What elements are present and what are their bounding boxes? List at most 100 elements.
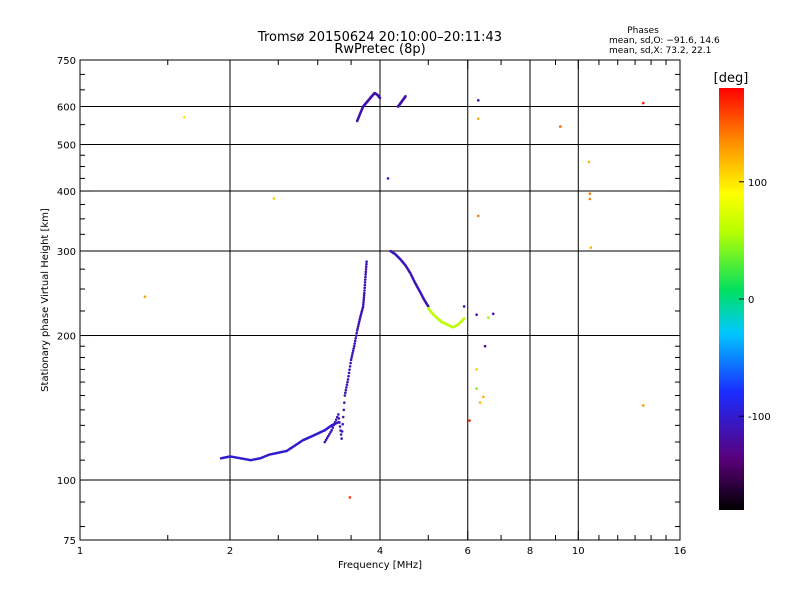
data-point	[386, 177, 390, 180]
y-tick-label: 400	[57, 187, 76, 198]
x-tick-label: 10	[572, 546, 585, 557]
data-point	[487, 316, 490, 319]
data-point	[341, 422, 344, 426]
data-point	[475, 387, 478, 390]
phase-stats-o: mean, sd,O: −91.6, 14.6	[609, 36, 720, 46]
data-point	[351, 349, 355, 353]
data-point	[357, 322, 360, 326]
colorbar-ticks: -100 0 100	[739, 178, 771, 423]
data-point	[354, 337, 357, 340]
data-point	[589, 246, 593, 249]
data-point	[338, 425, 342, 428]
data-point	[337, 413, 340, 416]
data-point	[356, 326, 359, 330]
data-point	[364, 265, 368, 269]
data-point	[347, 371, 351, 375]
data-point	[346, 378, 350, 381]
data-point	[362, 291, 366, 295]
data-point	[348, 365, 352, 368]
data-point	[325, 436, 329, 440]
data-point	[426, 305, 430, 308]
data-point	[332, 423, 336, 427]
data-point	[462, 317, 466, 320]
y-tick-label: 100	[57, 476, 76, 487]
data-point	[345, 386, 348, 389]
data-point	[329, 430, 332, 434]
data-point	[355, 329, 359, 332]
data-point	[363, 286, 366, 290]
x-axis-label: Frequency [MHz]	[338, 560, 422, 571]
data-point	[350, 353, 354, 357]
data-point	[475, 368, 478, 371]
data-point	[183, 115, 186, 119]
y-tick-label: 750	[57, 56, 76, 67]
data-point	[349, 361, 352, 365]
x-tick-label: 8	[527, 546, 533, 557]
colorbar-label: [deg]	[714, 71, 749, 86]
x-axis: 1 2 4 6 8 10 16	[77, 60, 686, 557]
data-point	[328, 432, 331, 436]
data-point	[362, 296, 366, 299]
data-point	[333, 421, 337, 424]
data-point	[468, 419, 471, 422]
data-point	[326, 434, 330, 438]
y-tick-label: 600	[57, 103, 76, 114]
data-point	[357, 320, 361, 324]
data-point	[355, 331, 358, 335]
data-point	[331, 426, 335, 429]
data-point	[339, 433, 343, 436]
data-point	[343, 394, 347, 397]
data-point	[365, 262, 368, 266]
data-point	[477, 117, 480, 120]
data-point	[478, 401, 482, 404]
x-tick-label: 4	[377, 546, 383, 557]
data-point	[352, 344, 356, 348]
data-point	[364, 273, 367, 276]
plot-frame	[79, 59, 681, 541]
data-point	[363, 281, 367, 284]
data-point	[272, 197, 276, 200]
chart-title: Tromsø 20150624 20:10:00–20:11:43	[257, 30, 502, 45]
data-point	[364, 275, 367, 279]
data-point	[353, 342, 356, 345]
data-point	[558, 125, 562, 128]
data-point	[491, 312, 495, 316]
data-point	[341, 415, 345, 419]
x-tick-label: 6	[465, 546, 471, 557]
data-point	[588, 192, 592, 195]
data-point	[324, 438, 328, 442]
data-point	[641, 404, 645, 407]
data-point	[344, 388, 348, 392]
data-point	[344, 391, 347, 395]
data-point	[641, 101, 645, 105]
data-point	[348, 368, 351, 371]
data-point	[352, 347, 355, 350]
data-point	[364, 267, 368, 271]
y-tick-label: 500	[57, 141, 76, 152]
data-point	[356, 324, 360, 328]
data-point	[330, 428, 334, 432]
data-point	[358, 318, 361, 322]
phase-stats-title: Phases	[627, 26, 659, 36]
y-tick-label: 300	[57, 247, 76, 258]
data-point	[351, 351, 354, 355]
phase-stats-x: mean, sd,X: 73.2, 22.1	[609, 46, 711, 56]
data-point	[477, 99, 480, 102]
data-point	[404, 95, 407, 98]
colorbar-tick-label: 100	[748, 178, 767, 189]
data-point	[365, 260, 368, 264]
data-point	[334, 418, 338, 421]
data-point	[362, 298, 366, 302]
data-point	[362, 302, 365, 306]
data-point	[340, 437, 343, 440]
data-point	[363, 289, 366, 292]
data-point	[477, 214, 480, 218]
x-tick-label: 2	[227, 546, 233, 557]
colorbar-tick-label: -100	[748, 412, 771, 423]
x-tick-label: 1	[77, 546, 83, 557]
data-point	[378, 96, 382, 100]
grid-lines	[80, 60, 680, 540]
data-point	[340, 430, 344, 433]
data-point	[482, 395, 485, 399]
